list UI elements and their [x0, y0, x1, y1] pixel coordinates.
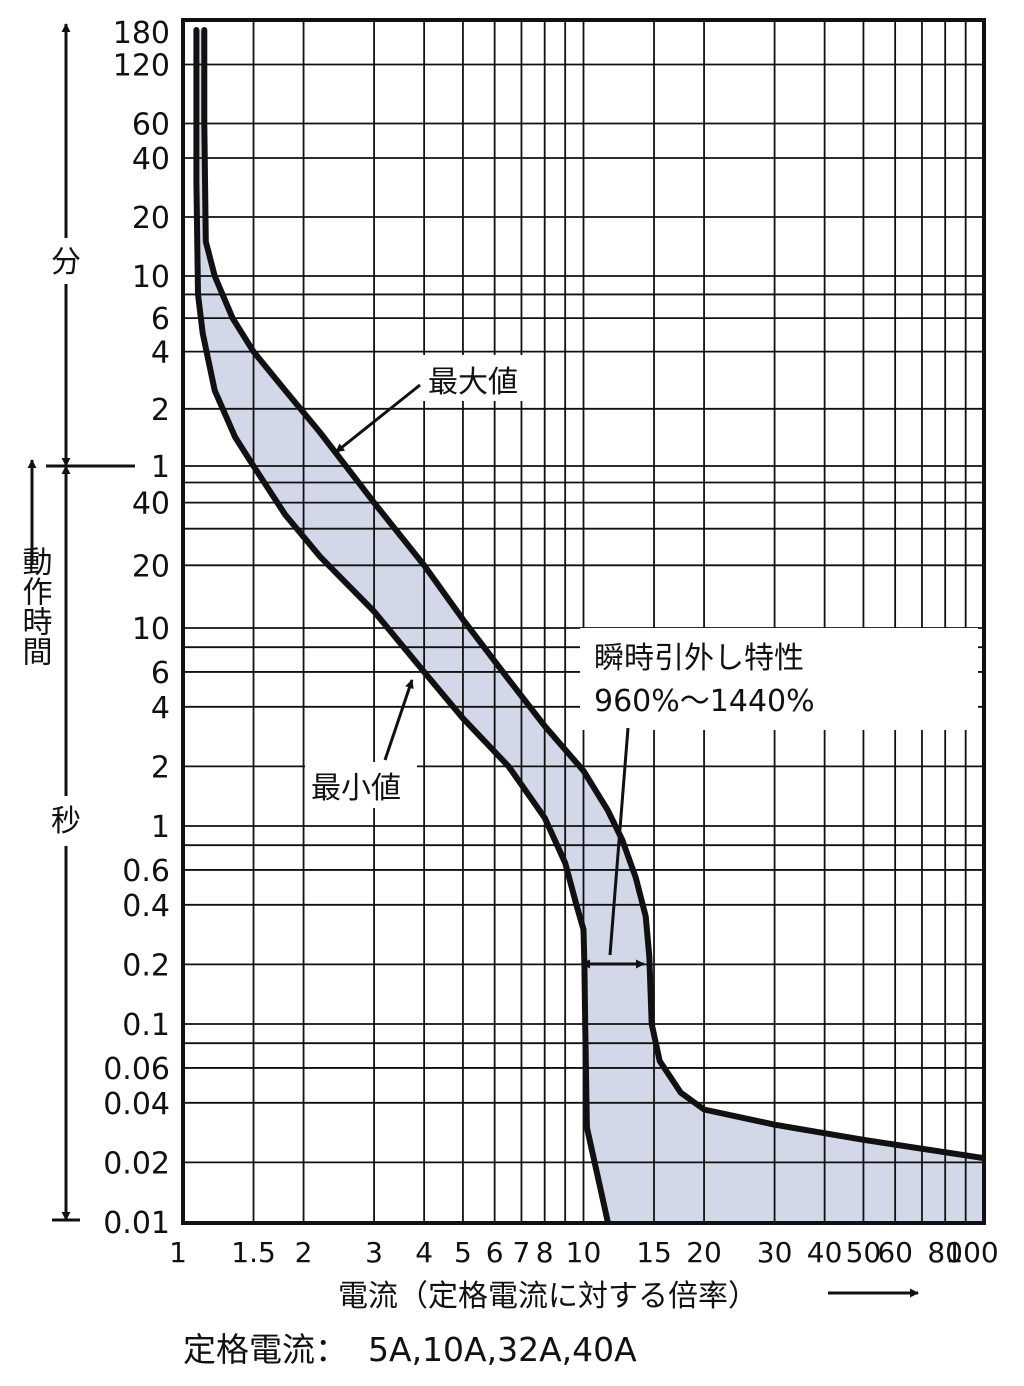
x-tick-label: 50 [846, 1236, 882, 1269]
minutes-label: 分 [51, 245, 81, 280]
y-tick-label: 40 [132, 142, 170, 177]
x-tick-label: 1 [169, 1236, 187, 1269]
x-tick-label: 40 [807, 1236, 843, 1269]
x-tick-label: 2 [295, 1236, 313, 1269]
grid [183, 20, 984, 1222]
y-tick-label: 120 [113, 49, 170, 84]
y-tick-label: 10 [132, 260, 170, 295]
y-tick-label: 0.6 [122, 854, 170, 889]
y-tick-label: 0.06 [103, 1052, 170, 1087]
x-tick-label: 100 [945, 1236, 998, 1269]
y-tick-label: 6 [151, 302, 170, 337]
x-tick-label: 8 [536, 1236, 554, 1269]
y-tick-label: 1 [151, 450, 170, 485]
tolerance-band [196, 30, 984, 1223]
y-tick-labels: 18012060402010642140201064210.60.40.20.1… [103, 16, 170, 1241]
min-pointer-arrow [383, 679, 414, 761]
rated-current-label: 定格電流： [183, 1330, 348, 1369]
min-curve [193, 27, 611, 1223]
max-curve [201, 27, 984, 1162]
y-tick-label: 1 [151, 810, 170, 845]
y-tick-label: 180 [113, 16, 170, 51]
x-tick-label: 5 [454, 1236, 472, 1269]
y-tick-label: 2 [151, 393, 170, 428]
x-tick-label: 4 [415, 1236, 433, 1269]
x-tick-label: 15 [636, 1236, 672, 1269]
y-tick-label: 0.4 [122, 889, 170, 924]
band-fill [196, 30, 984, 1223]
y-axis-title: 動作時間 [17, 546, 52, 666]
y-tick-label: 4 [151, 336, 170, 371]
annotation-instantaneous: 瞬時引外し特性 960%〜1440% [580, 628, 978, 969]
x-tick-label: 30 [757, 1236, 793, 1269]
x-tick-label: 3 [365, 1236, 383, 1269]
x-tick-label: 20 [686, 1236, 722, 1269]
y-tick-label: 0.1 [122, 1008, 170, 1043]
min-label: 最小値 [311, 771, 401, 806]
annotation-min: 最小値 [305, 679, 417, 808]
y-tick-label: 60 [132, 108, 170, 143]
y-tick-label: 0.2 [122, 948, 170, 983]
instant-trip-range: 960%〜1440% [594, 684, 815, 719]
annotation-max: 最大値 [335, 355, 532, 454]
y-tick-label: 6 [151, 656, 170, 691]
x-tick-label: 6 [486, 1236, 504, 1269]
x-tick-label: 60 [877, 1236, 913, 1269]
y-tick-label: 20 [132, 201, 170, 236]
rated-current-values: 5A,10A,32A,40A [368, 1330, 637, 1369]
x-tick-label: 10 [566, 1236, 602, 1269]
curves [193, 27, 984, 1223]
max-label: 最大値 [428, 365, 518, 400]
y-tick-label: 4 [151, 691, 170, 726]
plot-frame [181, 18, 986, 1225]
seconds-label: 秒 [51, 804, 81, 839]
max-pointer-arrow [335, 383, 421, 454]
y-tick-label: 10 [132, 612, 170, 647]
y-tick-label: 0.01 [103, 1206, 170, 1241]
x-tick-label: 7 [513, 1236, 531, 1269]
y-tick-label: 0.04 [103, 1087, 170, 1122]
y-tick-label: 0.02 [103, 1146, 170, 1181]
instant-trip-label: 瞬時引外し特性 [594, 641, 804, 676]
y-tick-label: 20 [132, 549, 170, 584]
x-tick-label: 1.5 [231, 1236, 276, 1269]
x-tick-label: 80 [927, 1236, 963, 1269]
instant-pointer-line [608, 727, 630, 956]
x-axis-title: 電流（定格電流に対する倍率） [338, 1279, 758, 1314]
y-tick-label: 2 [151, 750, 170, 785]
y-tick-label: 40 [132, 487, 170, 522]
